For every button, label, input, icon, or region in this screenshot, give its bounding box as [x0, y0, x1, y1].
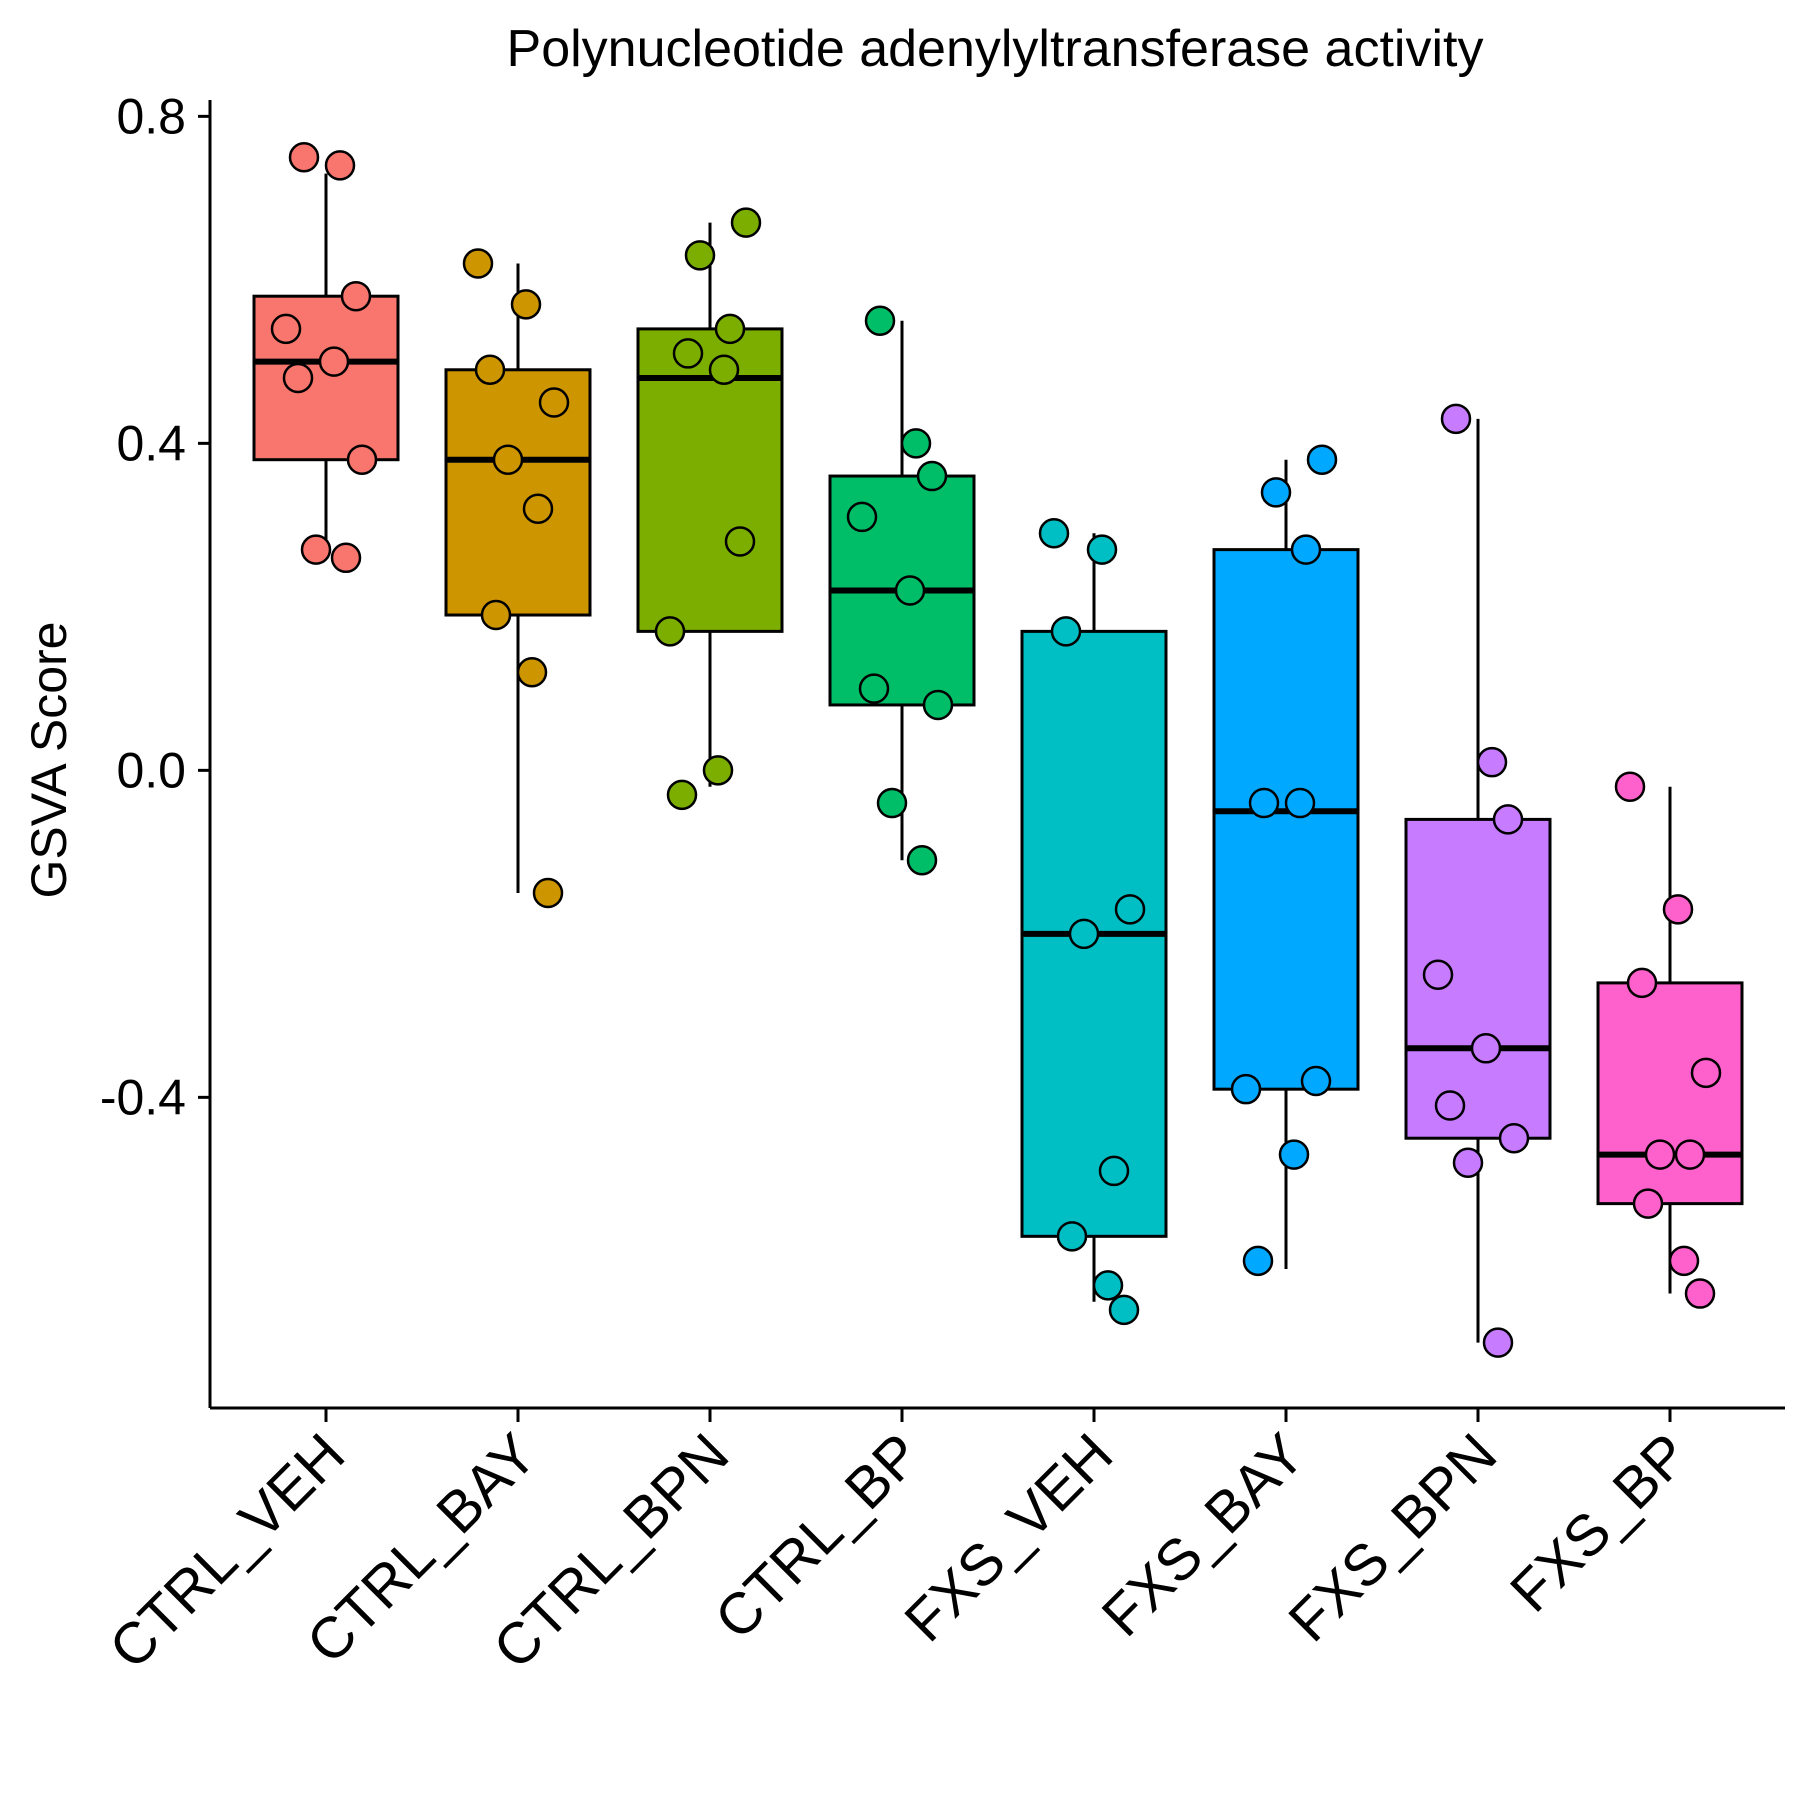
data-point: [1260, 477, 1292, 508]
data-point: [510, 289, 542, 320]
y-tick-label: 0.4: [116, 415, 186, 471]
data-point: [906, 845, 938, 876]
x-tick-label: CTRL_BP: [703, 1421, 934, 1652]
data-point: [340, 280, 372, 312]
data-point: [300, 534, 332, 565]
data-point: [480, 599, 512, 631]
data-point: [1632, 1188, 1664, 1219]
data-point: [672, 338, 704, 369]
data-point: [346, 444, 378, 475]
data-point: [522, 493, 554, 524]
data-point: [1470, 1033, 1502, 1064]
data-point: [714, 313, 746, 345]
data-point: [1476, 746, 1508, 778]
box-fxs-bay: [1212, 548, 1360, 1091]
data-point: [318, 346, 350, 377]
data-point: [684, 240, 716, 271]
plot-area: 0.80.40.0-0.4CTRL_VEHCTRL_BAYCTRL_BPNCTR…: [97, 88, 1785, 1681]
data-point: [1644, 1139, 1676, 1170]
data-point: [1684, 1278, 1716, 1309]
data-point: [702, 755, 734, 786]
data-point: [516, 657, 548, 688]
data-point: [1092, 1270, 1124, 1301]
data-point: [654, 616, 686, 647]
x-tick-label: FXS_VEH: [892, 1421, 1125, 1654]
data-point: [1668, 1245, 1700, 1277]
data-point: [1038, 518, 1070, 549]
data-point: [1300, 1065, 1332, 1097]
data-point: [282, 362, 314, 394]
data-point: [900, 428, 932, 459]
y-tick-label: 0.8: [116, 88, 186, 144]
data-point: [1278, 1139, 1310, 1170]
box-fxs-bp: [1596, 981, 1744, 1206]
data-point: [922, 689, 954, 721]
box-ctrl-veh: [252, 294, 400, 462]
x-tick-label: FXS_BP: [1498, 1421, 1701, 1624]
data-point: [1434, 1090, 1466, 1121]
data-point: [1086, 534, 1118, 565]
data-point: [1306, 444, 1338, 475]
data-point: [1248, 787, 1280, 819]
data-point: [1284, 787, 1316, 819]
data-point: [846, 501, 878, 533]
data-point: [288, 141, 320, 173]
data-point: [1050, 616, 1082, 647]
data-point: [858, 673, 890, 704]
data-point: [330, 542, 362, 574]
data-point: [1422, 959, 1454, 990]
data-point: [864, 305, 896, 336]
data-point: [1440, 403, 1472, 435]
data-point: [1662, 894, 1694, 925]
data-point: [532, 877, 564, 909]
data-point: [1230, 1073, 1262, 1105]
data-point: [894, 575, 926, 606]
data-point: [730, 207, 762, 238]
data-point: [1290, 534, 1322, 565]
data-point: [1674, 1139, 1706, 1170]
data-point: [1242, 1245, 1274, 1277]
data-point: [708, 354, 740, 386]
data-point: [1482, 1327, 1514, 1358]
data-point: [1626, 967, 1658, 999]
y-tick-label: 0.0: [116, 742, 186, 798]
y-axis-label: GSVA Score: [21, 622, 77, 899]
data-point: [1690, 1057, 1722, 1089]
data-point: [1098, 1155, 1130, 1187]
data-point: [324, 150, 356, 181]
data-point: [1108, 1294, 1140, 1326]
y-tick-label: -0.4: [100, 1069, 186, 1125]
data-point: [1114, 894, 1146, 925]
data-point: [666, 779, 698, 811]
data-point: [474, 354, 506, 386]
data-point: [916, 460, 948, 492]
chart-title: Polynucleotide adenylyltransferase activ…: [507, 20, 1484, 78]
data-point: [1452, 1147, 1484, 1178]
data-point: [1056, 1221, 1088, 1252]
x-tick-label: FXS_BPN: [1276, 1421, 1509, 1654]
data-point: [1498, 1122, 1530, 1154]
data-point: [492, 444, 524, 475]
data-point: [876, 787, 908, 819]
data-point: [538, 387, 570, 418]
data-point: [724, 526, 756, 557]
data-point: [1068, 918, 1100, 950]
data-point: [462, 248, 494, 279]
data-point: [1614, 771, 1646, 802]
data-point: [270, 313, 302, 345]
data-point: [1492, 804, 1524, 835]
